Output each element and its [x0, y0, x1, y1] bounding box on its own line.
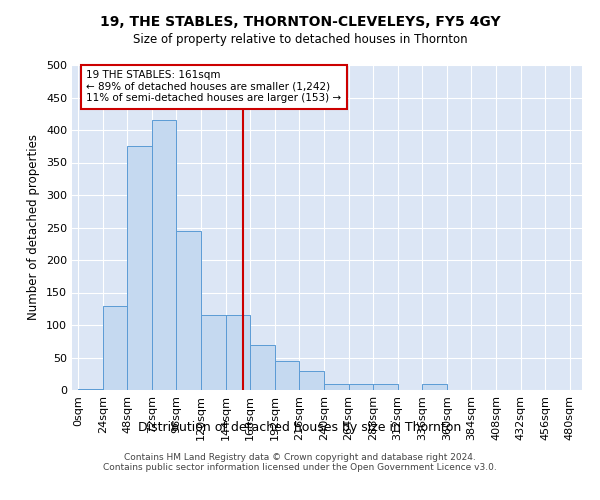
- Bar: [275, 361, 299, 390]
- Bar: [422, 384, 447, 390]
- Text: Size of property relative to detached houses in Thornton: Size of property relative to detached ho…: [133, 34, 467, 46]
- Bar: [299, 370, 324, 390]
- Bar: [373, 384, 398, 390]
- Text: 19, THE STABLES, THORNTON-CLEVELEYS, FY5 4GY: 19, THE STABLES, THORNTON-CLEVELEYS, FY5…: [100, 16, 500, 30]
- Bar: [127, 146, 152, 390]
- Bar: [78, 388, 103, 390]
- Bar: [176, 231, 201, 390]
- Bar: [226, 316, 250, 390]
- Text: Contains HM Land Registry data © Crown copyright and database right 2024.
Contai: Contains HM Land Registry data © Crown c…: [103, 453, 497, 472]
- Text: Distribution of detached houses by size in Thornton: Distribution of detached houses by size …: [139, 421, 461, 434]
- Bar: [201, 316, 226, 390]
- Bar: [349, 384, 373, 390]
- Y-axis label: Number of detached properties: Number of detached properties: [28, 134, 40, 320]
- Bar: [152, 120, 176, 390]
- Bar: [103, 306, 127, 390]
- Bar: [324, 384, 349, 390]
- Bar: [250, 344, 275, 390]
- Text: 19 THE STABLES: 161sqm
← 89% of detached houses are smaller (1,242)
11% of semi-: 19 THE STABLES: 161sqm ← 89% of detached…: [86, 70, 341, 103]
